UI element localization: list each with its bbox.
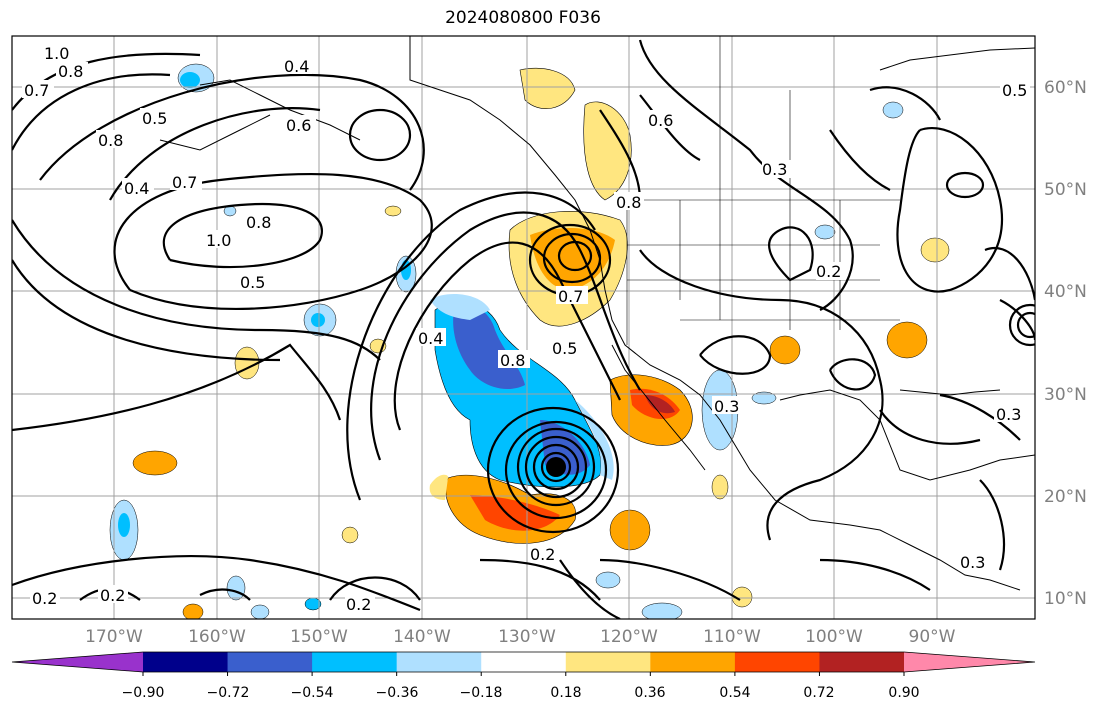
colorbar-tick-label: −0.54 — [291, 685, 334, 701]
contour-label: 0.4 — [284, 57, 309, 76]
graticule — [12, 36, 1035, 619]
lon-label: 110°W — [703, 627, 761, 647]
storm-center-marker — [546, 457, 566, 477]
contour-label: 0.8 — [58, 62, 83, 81]
colorbar-bin — [143, 652, 229, 672]
contour-label: 0.5 — [142, 109, 167, 128]
contour-label: 0.5 — [240, 273, 265, 292]
colorbar-bin — [227, 652, 313, 672]
lat-label: 40°N — [1044, 282, 1087, 302]
contour-label: 0.5 — [552, 339, 577, 358]
contour-label: 0.3 — [714, 397, 739, 416]
contour-label: 1.0 — [44, 44, 69, 63]
contour-label: 0.3 — [960, 553, 985, 572]
plot-title: 2024080800 F036 — [445, 8, 601, 28]
colorbar-bin — [819, 652, 905, 672]
lon-label: 120°W — [600, 627, 658, 647]
lat-label: 30°N — [1044, 385, 1087, 405]
contour-label: 0.8 — [98, 131, 123, 150]
colorbar-bin — [481, 652, 567, 672]
contour-label: 0.2 — [346, 595, 371, 614]
lon-label: 150°W — [290, 627, 348, 647]
contour-label: 0.4 — [124, 179, 149, 198]
colorbar-tick-label: 0.90 — [888, 685, 919, 701]
contour-label: 1.0 — [206, 231, 231, 250]
colorbar-tick-label: 0.36 — [634, 685, 665, 701]
colorbar-extend-max — [904, 652, 1035, 672]
colorbar-tick-label: 0.72 — [803, 685, 834, 701]
colorbar-extend-min — [12, 652, 143, 672]
contour-label: 0.6 — [648, 111, 673, 130]
lon-label: 130°W — [498, 627, 556, 647]
contour-label: 0.7 — [558, 287, 583, 306]
lon-label: 90°W — [909, 627, 956, 647]
contour-label: 0.2 — [32, 589, 57, 608]
colorbar-tick-labels: −0.90 −0.72 −0.54 −0.36 −0.18 0.18 0.36 … — [122, 685, 920, 701]
contour-label: 0.7 — [24, 81, 49, 100]
latitude-labels: 60°N 50°N 40°N 30°N 20°N 10°N — [1044, 78, 1087, 609]
contour-label: 0.2 — [100, 586, 125, 605]
colorbar-tick-label: −0.18 — [460, 685, 503, 701]
colorbar-bin — [396, 652, 482, 672]
colorbar-bin — [650, 652, 736, 672]
colorbar-tick-label: 0.54 — [719, 685, 750, 701]
lat-label: 50°N — [1044, 180, 1087, 200]
lat-label: 10°N — [1044, 589, 1087, 609]
contour-label: 0.6 — [286, 116, 311, 135]
lat-label: 60°N — [1044, 78, 1087, 98]
contour-label: 0.2 — [816, 262, 841, 281]
lon-label: 170°W — [85, 627, 143, 647]
contour-label: 0.4 — [418, 329, 443, 348]
contour-label: 0.3 — [762, 160, 787, 179]
contour-label: 0.8 — [246, 213, 271, 232]
colorbar-tick-label: −0.90 — [122, 685, 165, 701]
colorbar-tick-label: −0.72 — [207, 685, 250, 701]
lon-label: 100°W — [805, 627, 863, 647]
colorbar-tick-label: −0.36 — [376, 685, 419, 701]
lon-label: 140°W — [393, 627, 451, 647]
contour-label: 0.8 — [616, 193, 641, 212]
colorbar-tick-label: 0.18 — [550, 685, 581, 701]
contour-label: 0.5 — [1002, 81, 1027, 100]
lat-label: 20°N — [1044, 487, 1087, 507]
lon-label: 160°W — [188, 627, 246, 647]
longitude-labels: 170°W 160°W 150°W 140°W 130°W 120°W 110°… — [85, 627, 956, 647]
colorbar-bin — [734, 652, 820, 672]
contour-label: 0.8 — [500, 351, 525, 370]
contour-label: 0.3 — [996, 405, 1021, 424]
contour-label: 0.7 — [172, 173, 197, 192]
colorbar-bin — [312, 652, 398, 672]
contour-label: 0.2 — [530, 545, 555, 564]
contour-lines — [12, 39, 1035, 619]
map-frame — [11, 35, 1036, 620]
coastlines — [159, 36, 1035, 591]
colorbar-bin — [565, 652, 651, 672]
contour-labels: 1.0 0.8 0.7 0.4 0.5 0.8 0.7 1.0 0.8 0.5 … — [22, 44, 1030, 614]
colorbar — [11, 651, 1036, 676]
